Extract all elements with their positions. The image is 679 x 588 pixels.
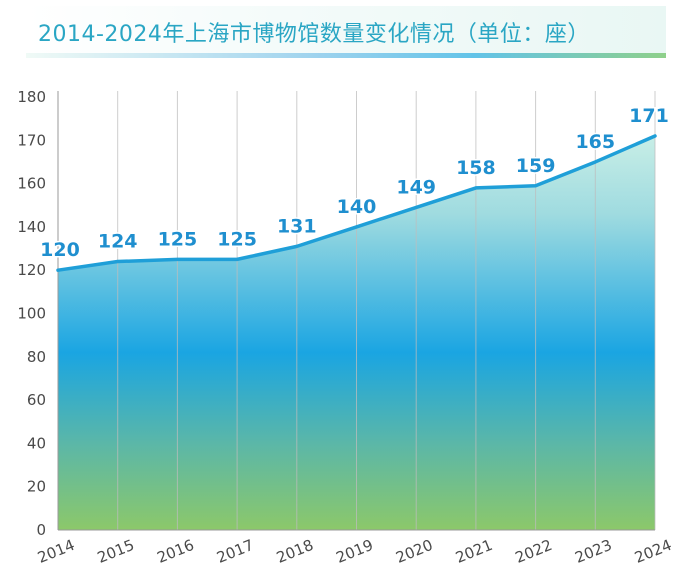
x-tick-label-2015: 2015 — [95, 536, 137, 567]
y-tick-label: 120 — [17, 261, 46, 279]
data-label-2020: 149 — [396, 176, 436, 198]
x-tick-label-2019: 2019 — [334, 536, 376, 567]
x-tick-label-2022: 2022 — [513, 536, 555, 567]
x-tick-label-2017: 2017 — [214, 536, 256, 567]
data-label-2015: 124 — [98, 231, 138, 253]
data-label-2022: 159 — [516, 155, 556, 177]
data-label-2023: 165 — [575, 131, 615, 153]
y-tick-label: 60 — [27, 391, 46, 409]
x-tick-label-2016: 2016 — [154, 536, 196, 567]
y-tick-label: 170 — [17, 131, 46, 149]
y-tick-label: 80 — [27, 348, 46, 366]
y-tick-label: 20 — [27, 478, 46, 496]
title-banner: 2014-2024年上海市博物馆数量变化情况（单位：座） — [26, 6, 666, 58]
y-tick-label: 140 — [17, 218, 46, 236]
chart-title: 2014-2024年上海市博物馆数量变化情况（单位：座） — [38, 22, 590, 47]
x-tick-label-2018: 2018 — [274, 536, 316, 567]
data-label-2024: 171 — [629, 105, 669, 127]
y-tick-label: 160 — [17, 175, 46, 193]
y-tick-label: 180 — [17, 88, 46, 106]
data-label-2016: 125 — [158, 228, 198, 250]
data-label-2014: 120 — [40, 239, 80, 261]
x-tick-label-2020: 2020 — [393, 536, 435, 567]
x-tick-label-2014: 2014 — [35, 536, 77, 567]
data-label-2021: 158 — [456, 157, 496, 179]
plot-area: 0 20 40 60 80 100 120 140 160 170 180 2014 2015 2016 2… — [17, 88, 674, 567]
y-tick-label: 40 — [27, 434, 46, 452]
series-line — [56, 134, 657, 272]
data-label-2017: 125 — [217, 228, 257, 250]
y-tick-label: 100 — [17, 305, 46, 323]
x-tick-label-2024: 2024 — [632, 536, 674, 567]
x-tick-label-2023: 2023 — [572, 536, 614, 567]
data-label-2019: 140 — [337, 196, 377, 218]
y-tick-label: 0 — [36, 521, 46, 539]
x-tick-label-2021: 2021 — [453, 536, 495, 567]
data-label-2018: 131 — [277, 215, 317, 237]
